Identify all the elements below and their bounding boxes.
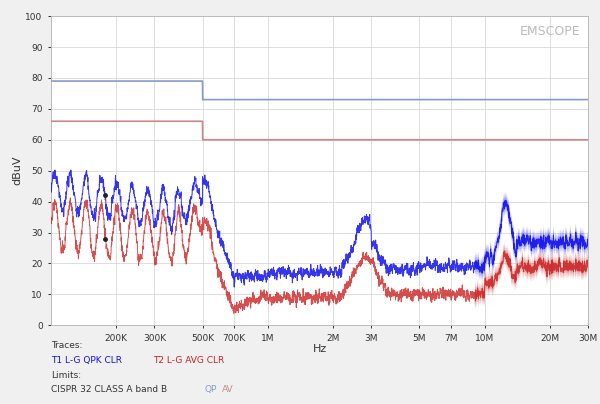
Text: QP: QP (204, 385, 217, 393)
Text: Traces:: Traces: (51, 341, 82, 350)
Text: CISPR 32 CLASS A band B: CISPR 32 CLASS A band B (51, 385, 173, 393)
Text: AV: AV (222, 385, 233, 393)
X-axis label: Hz: Hz (313, 344, 326, 354)
Text: EMSCOPE: EMSCOPE (520, 25, 580, 38)
Y-axis label: dBuV: dBuV (13, 156, 23, 185)
Text: T2 L-G AVG CLR: T2 L-G AVG CLR (153, 356, 224, 364)
Text: T1 L-G QPK CLR: T1 L-G QPK CLR (51, 356, 122, 364)
Text: Limits:: Limits: (51, 371, 81, 380)
